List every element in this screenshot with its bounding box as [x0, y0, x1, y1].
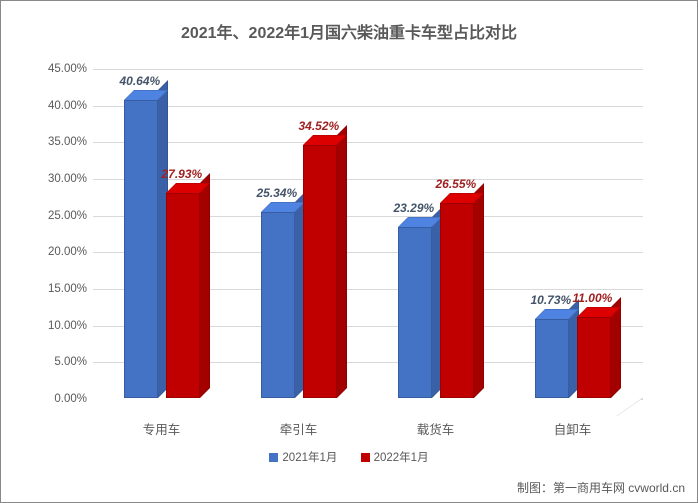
legend-item-2022: 2022年1月 — [361, 449, 429, 465]
x-tick-label: 专用车 — [143, 419, 181, 438]
gridline — [93, 106, 643, 107]
bar — [398, 227, 432, 398]
value-label: 11.00% — [573, 291, 613, 305]
bar — [440, 203, 474, 398]
legend-swatch-2021 — [269, 453, 278, 462]
y-tick-label: 25.00% — [48, 210, 87, 222]
chart-floor — [67, 398, 643, 416]
bar — [303, 145, 337, 398]
legend-swatch-2022 — [361, 453, 370, 462]
value-label: 10.73% — [531, 293, 572, 307]
y-tick-label: 20.00% — [48, 246, 87, 258]
y-tick-label: 10.00% — [48, 320, 87, 332]
footer-attribution: 制图：第一商用车网 cvworld.cn — [517, 479, 685, 496]
x-tick-label: 牵引车 — [280, 419, 318, 438]
y-tick-label: 30.00% — [48, 173, 87, 185]
bar — [535, 319, 569, 398]
chart-container: 2021年、2022年1月国六柴油重卡车型占比对比 40.64% 27.93% 25… — [0, 0, 698, 503]
legend: 2021年1月 2022年1月 — [1, 449, 697, 465]
x-tick-label: 自卸车 — [554, 419, 592, 438]
legend-label: 2022年1月 — [374, 452, 429, 464]
chart-title: 2021年、2022年1月国六柴油重卡车型占比对比 — [1, 1, 697, 47]
legend-label: 2021年1月 — [282, 452, 337, 464]
value-label: 23.29% — [394, 201, 435, 215]
gridline — [93, 69, 643, 70]
y-tick-label: 5.00% — [54, 356, 87, 368]
y-tick-label: 40.00% — [48, 100, 87, 112]
y-tick-label: 15.00% — [48, 283, 87, 295]
bar — [261, 212, 295, 398]
value-label: 25.34% — [257, 186, 298, 200]
y-tick-label: 35.00% — [48, 136, 87, 148]
y-axis-labels: 0.00%5.00%10.00%15.00%20.00%25.00%30.00%… — [29, 69, 87, 399]
gridline — [93, 142, 643, 143]
bar — [124, 100, 158, 398]
value-label: 26.55% — [436, 177, 477, 191]
bar — [166, 193, 200, 398]
legend-item-2021: 2021年1月 — [269, 449, 337, 465]
y-tick-label: 45.00% — [48, 63, 87, 75]
value-label: 27.93% — [162, 167, 203, 181]
x-tick-label: 载货车 — [417, 419, 455, 438]
bar — [577, 317, 611, 398]
plot-area: 40.64% 27.93% 25.34% 34.52% 23.29%26.55% 10.7… — [93, 69, 643, 399]
value-label: 40.64% — [120, 74, 161, 88]
value-label: 34.52% — [299, 119, 340, 133]
y-tick-label: 0.00% — [54, 393, 87, 405]
